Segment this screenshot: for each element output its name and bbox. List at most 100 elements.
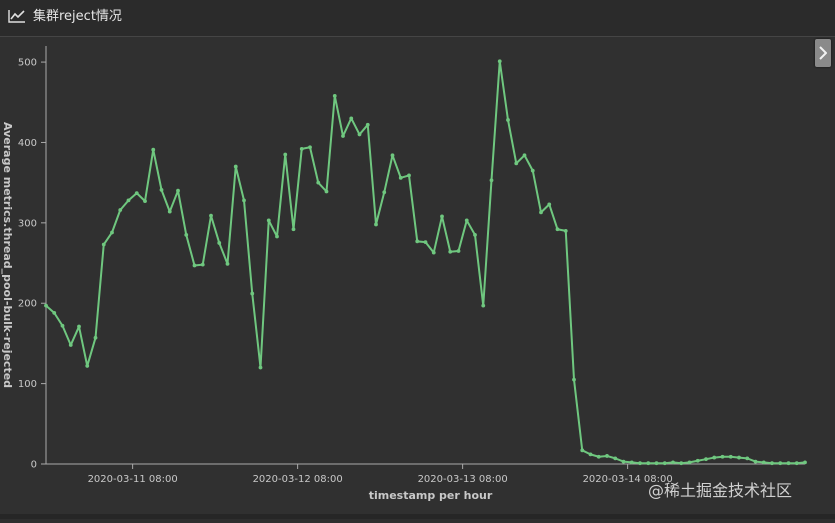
x-tick-label-3: 2020-03-14 08:00	[583, 474, 673, 485]
data-point	[704, 457, 708, 462]
data-point	[530, 168, 535, 173]
line-chart: 0 100 200 300 400 500 2020-03-11 08:00 2020-03…	[1, 46, 807, 502]
data-point	[390, 153, 395, 158]
data-point	[572, 377, 576, 382]
data-point	[126, 198, 131, 203]
data-point	[440, 214, 444, 219]
data-point	[679, 461, 684, 466]
data-point	[456, 249, 461, 253]
data-point	[720, 454, 725, 459]
series-line-0	[45, 60, 806, 465]
data-point	[613, 456, 618, 461]
data-point	[464, 218, 469, 223]
bottom-strip	[0, 514, 835, 519]
y-tick-label-100: 100	[18, 379, 37, 390]
data-point	[522, 153, 527, 158]
data-point	[596, 454, 601, 459]
data-point	[242, 198, 246, 203]
data-point	[101, 242, 106, 247]
data-point	[770, 461, 774, 466]
y-tick-label-400: 400	[18, 138, 37, 149]
panel-header: 集群reject情况	[0, 0, 835, 37]
data-point	[349, 116, 354, 121]
y-tick-label-300: 300	[18, 218, 37, 229]
x-tick-label-0: 2020-03-11 08:00	[88, 474, 178, 485]
data-point	[159, 187, 164, 192]
data-point	[745, 456, 750, 461]
data-point	[275, 234, 279, 239]
data-point	[481, 303, 486, 308]
data-point	[200, 262, 205, 267]
data-point	[217, 241, 222, 245]
data-point	[291, 227, 296, 232]
data-point	[52, 310, 57, 315]
data-point	[225, 261, 230, 266]
data-point	[374, 222, 378, 227]
data-point	[605, 454, 609, 458]
data-point	[506, 118, 510, 122]
data-point	[638, 461, 642, 466]
data-point	[365, 122, 370, 127]
data-point	[134, 191, 139, 196]
data-point	[489, 178, 494, 183]
data-point	[712, 455, 717, 460]
data-point	[77, 324, 81, 329]
data-point	[555, 227, 560, 232]
data-point	[184, 233, 189, 237]
data-point	[803, 460, 807, 465]
data-point	[794, 461, 799, 466]
y-axis-title: Average metrics.thread_pool-bulk-rejecte…	[1, 122, 14, 388]
data-point	[621, 459, 626, 464]
data-point	[316, 180, 321, 185]
data-point	[671, 460, 675, 465]
data-point	[753, 459, 758, 464]
data-point	[737, 455, 741, 460]
data-point	[60, 323, 65, 328]
data-point	[423, 240, 428, 245]
data-point	[143, 199, 147, 204]
x-axis-title: timestamp per hour	[369, 489, 493, 502]
data-point	[588, 452, 593, 457]
data-point	[110, 230, 114, 235]
data-point	[258, 365, 263, 370]
series-layer	[44, 59, 807, 466]
data-point	[332, 93, 337, 98]
data-point	[118, 208, 123, 212]
data-point	[514, 161, 519, 166]
chart-area: 0 100 200 300 400 500 2020-03-11 08:00 2020-03…	[0, 38, 835, 519]
x-tick-label-2: 2020-03-13 08:00	[418, 474, 508, 485]
panel-title: 集群reject情况	[33, 9, 122, 24]
y-tick-label-0: 0	[31, 460, 37, 471]
data-point	[398, 175, 403, 180]
data-point	[192, 263, 197, 268]
y-axis: 0 100 200 300 400 500	[18, 46, 47, 471]
watermark: @稀土掘金技术社区	[648, 481, 793, 500]
data-point	[266, 218, 271, 223]
data-point	[68, 343, 73, 347]
data-point	[629, 460, 634, 465]
data-point	[473, 233, 477, 237]
data-point	[299, 146, 304, 151]
data-point	[539, 210, 543, 215]
data-point	[728, 454, 733, 459]
data-point	[167, 209, 172, 214]
data-point	[176, 188, 180, 193]
data-point	[761, 460, 766, 465]
data-point	[448, 249, 453, 254]
side-panel-toggle-button[interactable]	[815, 39, 831, 67]
data-point	[497, 59, 502, 64]
data-point	[382, 190, 387, 195]
data-point	[341, 134, 345, 138]
data-point	[308, 145, 312, 150]
y-tick-label-200: 200	[18, 299, 37, 310]
data-point	[407, 173, 411, 178]
data-point	[654, 461, 659, 466]
data-point	[786, 461, 791, 466]
line-chart-icon	[8, 10, 25, 23]
y-tick-label-500: 500	[18, 58, 37, 69]
data-point	[44, 303, 48, 308]
data-point	[662, 461, 667, 466]
data-point	[687, 460, 692, 465]
data-point	[324, 189, 329, 194]
